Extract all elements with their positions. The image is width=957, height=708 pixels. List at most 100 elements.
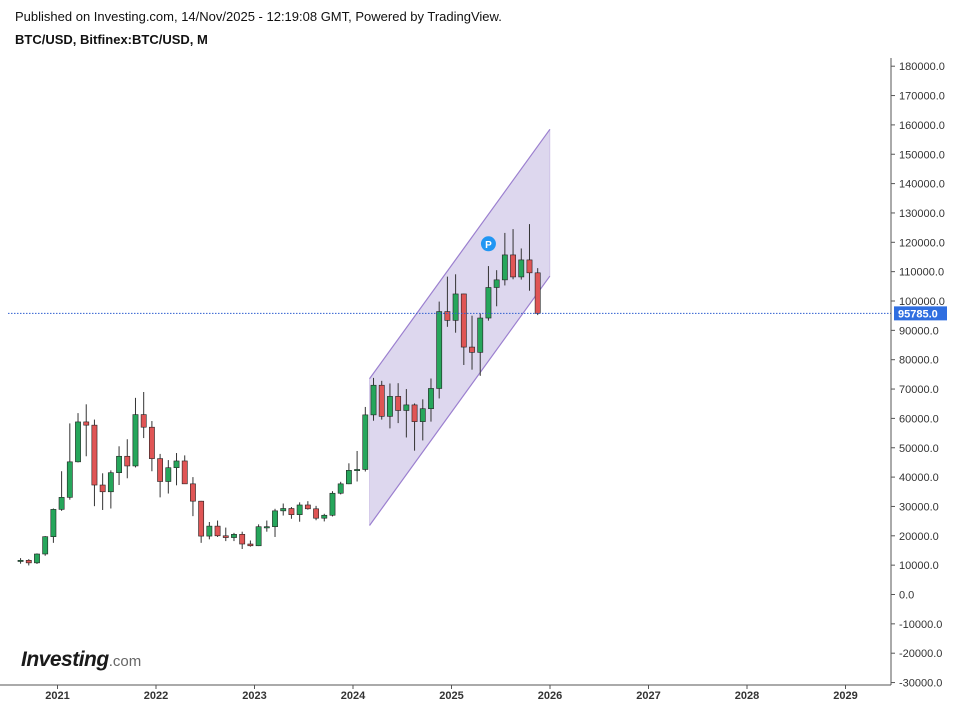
candle-body [313, 508, 319, 519]
candle-body [181, 460, 188, 485]
candle[interactable] [107, 470, 114, 509]
candle[interactable] [485, 266, 492, 321]
candle[interactable] [296, 502, 303, 522]
x-tick-label: 2024 [341, 690, 366, 702]
candle[interactable] [83, 404, 90, 457]
candle[interactable] [206, 522, 213, 540]
candle-body [34, 553, 40, 564]
candle-body [206, 525, 213, 537]
candle[interactable] [272, 508, 278, 537]
candle-body [304, 504, 311, 510]
candle[interactable] [148, 421, 155, 472]
candle[interactable] [534, 268, 541, 316]
candle-body [272, 510, 278, 528]
candle-body [501, 254, 508, 281]
candle[interactable] [263, 520, 270, 532]
candle-body [329, 492, 336, 516]
candle[interactable] [17, 558, 24, 564]
candle[interactable] [428, 378, 434, 422]
current-price-label-bg [894, 306, 947, 321]
y-tick-label: 100000.0 [899, 296, 945, 308]
candle[interactable] [354, 450, 361, 482]
candle[interactable] [280, 503, 287, 516]
candle-body [148, 426, 155, 459]
candle[interactable] [419, 399, 426, 441]
channel-upper-line [369, 128, 551, 380]
candle[interactable] [124, 439, 131, 479]
candle[interactable] [165, 460, 172, 494]
candle[interactable] [288, 507, 295, 519]
candle-body [91, 424, 98, 486]
current-price-line: 95785.0 [8, 306, 947, 321]
candle-body [124, 455, 131, 467]
candle-body [165, 467, 172, 482]
candle[interactable] [157, 453, 164, 498]
candle[interactable] [255, 524, 262, 547]
candle[interactable] [493, 270, 500, 307]
candle[interactable] [469, 315, 475, 370]
candle-body [255, 526, 262, 547]
y-tick-label: -30000.0 [899, 678, 942, 690]
candle[interactable] [304, 501, 311, 510]
candle[interactable] [411, 403, 418, 451]
candle[interactable] [25, 559, 32, 566]
candle-body [370, 384, 377, 416]
candle-body [378, 384, 385, 417]
candle[interactable] [337, 481, 344, 495]
candle[interactable] [313, 505, 319, 521]
event-marker[interactable]: P [480, 236, 496, 252]
candle[interactable] [66, 423, 73, 500]
investing-logo: Investing.com [21, 648, 141, 672]
y-tick-label: 170000.0 [899, 91, 945, 103]
candle[interactable] [403, 389, 410, 438]
candle[interactable] [518, 248, 525, 280]
event-marker-circle [480, 236, 496, 252]
candle[interactable] [140, 391, 147, 439]
candle[interactable] [452, 274, 459, 333]
candle-body [107, 472, 114, 493]
candle[interactable] [362, 406, 369, 472]
candle[interactable] [526, 224, 533, 291]
candle[interactable] [321, 513, 328, 522]
candle[interactable] [34, 553, 40, 564]
candle[interactable] [510, 229, 516, 280]
candle[interactable] [116, 446, 122, 486]
candle-body [222, 535, 229, 538]
candle[interactable] [181, 455, 188, 485]
current-price-label: 95785.0 [898, 308, 938, 320]
candle[interactable] [132, 397, 139, 468]
candle[interactable] [231, 532, 237, 542]
candle[interactable] [395, 383, 402, 424]
candle[interactable] [444, 276, 451, 327]
candle-body [477, 317, 484, 353]
candle[interactable] [58, 471, 65, 511]
candle-body [17, 560, 24, 562]
candle[interactable] [460, 293, 467, 365]
candle[interactable] [42, 536, 49, 556]
candle-body [337, 483, 344, 494]
candle[interactable] [91, 419, 98, 507]
candle[interactable] [477, 313, 484, 376]
candle[interactable] [173, 453, 180, 486]
candle-body [493, 279, 500, 288]
candle[interactable] [198, 500, 205, 543]
candle[interactable] [378, 380, 385, 420]
candle[interactable] [329, 491, 336, 517]
candle[interactable] [370, 377, 377, 421]
candle-body [116, 455, 122, 473]
candle[interactable] [50, 508, 57, 543]
candle[interactable] [436, 301, 443, 399]
candle[interactable] [501, 232, 508, 286]
candle[interactable] [99, 473, 106, 510]
candle[interactable] [247, 540, 254, 547]
candle[interactable] [222, 527, 229, 542]
candle[interactable] [387, 383, 393, 429]
symbol-title: BTC/USD, Bitfinex:BTC/USD, M [15, 32, 208, 47]
candle[interactable] [345, 463, 352, 485]
candle[interactable] [75, 413, 81, 463]
candle[interactable] [239, 531, 246, 550]
y-tick-label: 40000.0 [899, 472, 939, 484]
candle[interactable] [214, 520, 221, 537]
candle[interactable] [190, 477, 196, 517]
